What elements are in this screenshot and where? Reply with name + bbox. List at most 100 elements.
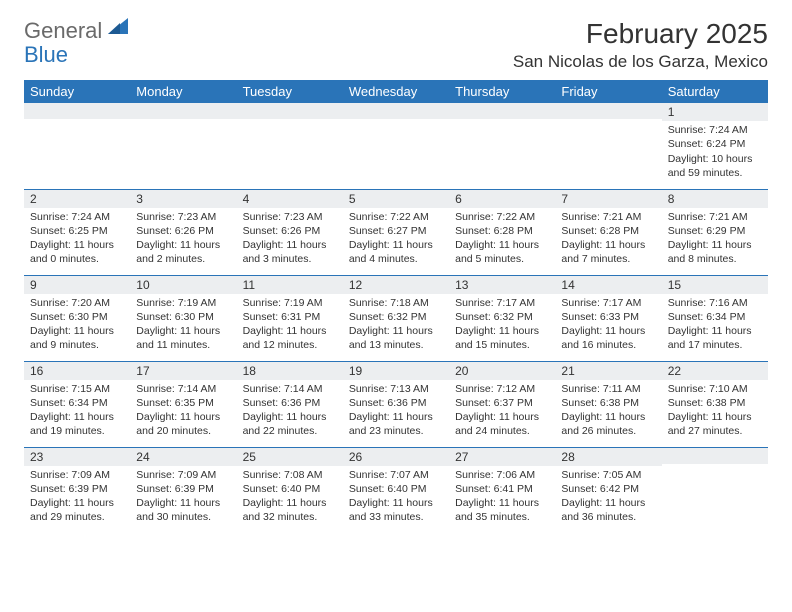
calendar-cell: 28Sunrise: 7:05 AMSunset: 6:42 PMDayligh… bbox=[555, 447, 661, 533]
sunrise-line: Sunrise: 7:23 AM bbox=[243, 210, 337, 224]
calendar-cell: 25 Sunrise: 7:08 AMSunset: 6:40 PMDayligh… bbox=[237, 447, 343, 533]
calendar-cell: 24Sunrise: 7:09 AMSunset: 6:39 PMDayligh… bbox=[130, 447, 236, 533]
daylight-line: Daylight: 11 hours and 27 minutes. bbox=[668, 410, 762, 438]
daylight-line: Daylight: 11 hours and 26 minutes. bbox=[561, 410, 655, 438]
day-number: 4 bbox=[237, 190, 343, 208]
sunrise-line: Sunrise: 7:21 AM bbox=[561, 210, 655, 224]
daylight-line: Daylight: 11 hours and 8 minutes. bbox=[668, 238, 762, 266]
day-number: 7 bbox=[555, 190, 661, 208]
sunrise-line: Sunrise: 7:17 AM bbox=[455, 296, 549, 310]
calendar-cell: 13Sunrise: 7:17 AMSunset: 6:32 PMDayligh… bbox=[449, 275, 555, 361]
calendar-table: SundayMondayTuesdayWednesdayThursdayFrid… bbox=[24, 80, 768, 533]
daylight-line: Daylight: 11 hours and 3 minutes. bbox=[243, 238, 337, 266]
sunrise-line: Sunrise: 7:10 AM bbox=[668, 382, 762, 396]
sunrise-line: Sunrise: 7:24 AM bbox=[668, 123, 762, 137]
calendar-cell: 2Sunrise: 7:24 AMSunset: 6:25 PMDaylight… bbox=[24, 189, 130, 275]
header: General February 2025 San Nicolas de los… bbox=[24, 18, 768, 72]
day-number bbox=[449, 103, 555, 119]
daylight-line: Daylight: 11 hours and 36 minutes. bbox=[561, 496, 655, 524]
sunrise-line: Sunrise: 7:19 AM bbox=[243, 296, 337, 310]
weekday-header: Monday bbox=[130, 80, 236, 103]
sunrise-line: Sunrise: 7:06 AM bbox=[455, 468, 549, 482]
sunset-line: Sunset: 6:32 PM bbox=[455, 310, 549, 324]
daylight-line: Daylight: 11 hours and 22 minutes. bbox=[243, 410, 337, 438]
sunrise-line: Sunrise: 7:09 AM bbox=[30, 468, 124, 482]
sunset-line: Sunset: 6:36 PM bbox=[349, 396, 443, 410]
sunrise-line: Sunrise: 7:08 AM bbox=[243, 468, 337, 482]
sunrise-line: Sunrise: 7:15 AM bbox=[30, 382, 124, 396]
calendar-cell bbox=[343, 103, 449, 189]
sunset-line: Sunset: 6:25 PM bbox=[30, 224, 124, 238]
day-number bbox=[237, 103, 343, 119]
day-number: 9 bbox=[24, 276, 130, 294]
daylight-line: Daylight: 11 hours and 33 minutes. bbox=[349, 496, 443, 524]
sunrise-line: Sunrise: 7:07 AM bbox=[349, 468, 443, 482]
daylight-line: Daylight: 11 hours and 16 minutes. bbox=[561, 324, 655, 352]
weekday-header: Tuesday bbox=[237, 80, 343, 103]
calendar-cell bbox=[130, 103, 236, 189]
sunrise-line: Sunrise: 7:22 AM bbox=[349, 210, 443, 224]
daylight-line: Daylight: 11 hours and 7 minutes. bbox=[561, 238, 655, 266]
sunrise-line: Sunrise: 7:12 AM bbox=[455, 382, 549, 396]
day-number: 28 bbox=[555, 448, 661, 466]
sunset-line: Sunset: 6:40 PM bbox=[349, 482, 443, 496]
sunset-line: Sunset: 6:38 PM bbox=[668, 396, 762, 410]
day-number: 22 bbox=[662, 362, 768, 380]
weekday-header: Saturday bbox=[662, 80, 768, 103]
daylight-line: Daylight: 11 hours and 23 minutes. bbox=[349, 410, 443, 438]
daylight-line: Daylight: 11 hours and 0 minutes. bbox=[30, 238, 124, 266]
sunset-line: Sunset: 6:35 PM bbox=[136, 396, 230, 410]
weekday-header: Thursday bbox=[449, 80, 555, 103]
daylight-line: Daylight: 11 hours and 4 minutes. bbox=[349, 238, 443, 266]
daylight-line: Daylight: 11 hours and 11 minutes. bbox=[136, 324, 230, 352]
day-number bbox=[24, 103, 130, 119]
sunrise-line: Sunrise: 7:22 AM bbox=[455, 210, 549, 224]
calendar-cell: 20Sunrise: 7:12 AMSunset: 6:37 PMDayligh… bbox=[449, 361, 555, 447]
daylight-line: Daylight: 11 hours and 9 minutes. bbox=[30, 324, 124, 352]
daylight-line: Daylight: 11 hours and 32 minutes. bbox=[243, 496, 337, 524]
daylight-line: Daylight: 11 hours and 2 minutes. bbox=[136, 238, 230, 266]
day-number: 16 bbox=[24, 362, 130, 380]
sunrise-line: Sunrise: 7:14 AM bbox=[136, 382, 230, 396]
sunset-line: Sunset: 6:31 PM bbox=[243, 310, 337, 324]
daylight-line: Daylight: 11 hours and 20 minutes. bbox=[136, 410, 230, 438]
sunset-line: Sunset: 6:33 PM bbox=[561, 310, 655, 324]
month-title: February 2025 bbox=[513, 18, 768, 50]
calendar-cell: 16Sunrise: 7:15 AMSunset: 6:34 PMDayligh… bbox=[24, 361, 130, 447]
sunset-line: Sunset: 6:34 PM bbox=[30, 396, 124, 410]
sunset-line: Sunset: 6:40 PM bbox=[243, 482, 337, 496]
daylight-line: Daylight: 11 hours and 30 minutes. bbox=[136, 496, 230, 524]
calendar-cell: 1Sunrise: 7:24 AMSunset: 6:24 PMDaylight… bbox=[662, 103, 768, 189]
calendar-cell: 26 Sunrise: 7:07 AMSunset: 6:40 PMDayligh… bbox=[343, 447, 449, 533]
weekday-header: Sunday bbox=[24, 80, 130, 103]
calendar-cell: 18Sunrise: 7:14 AMSunset: 6:36 PMDayligh… bbox=[237, 361, 343, 447]
sunset-line: Sunset: 6:29 PM bbox=[668, 224, 762, 238]
day-number bbox=[555, 103, 661, 119]
day-number: 25 bbox=[237, 448, 343, 466]
day-number bbox=[130, 103, 236, 119]
day-number: 12 bbox=[343, 276, 449, 294]
calendar-cell: 23Sunrise: 7:09 AMSunset: 6:39 PMDayligh… bbox=[24, 447, 130, 533]
sunset-line: Sunset: 6:39 PM bbox=[30, 482, 124, 496]
sunrise-line: Sunrise: 7:13 AM bbox=[349, 382, 443, 396]
calendar-cell: 27Sunrise: 7:06 AMSunset: 6:41 PMDayligh… bbox=[449, 447, 555, 533]
sunset-line: Sunset: 6:26 PM bbox=[136, 224, 230, 238]
day-number: 21 bbox=[555, 362, 661, 380]
weekday-header: Friday bbox=[555, 80, 661, 103]
daylight-line: Daylight: 11 hours and 29 minutes. bbox=[30, 496, 124, 524]
calendar-cell: 8Sunrise: 7:21 AMSunset: 6:29 PMDaylight… bbox=[662, 189, 768, 275]
logo-text-blue: Blue bbox=[24, 42, 68, 67]
day-number: 18 bbox=[237, 362, 343, 380]
sunset-line: Sunset: 6:27 PM bbox=[349, 224, 443, 238]
calendar-week-row: 2Sunrise: 7:24 AMSunset: 6:25 PMDaylight… bbox=[24, 189, 768, 275]
day-number: 11 bbox=[237, 276, 343, 294]
calendar-cell bbox=[24, 103, 130, 189]
daylight-line: Daylight: 11 hours and 15 minutes. bbox=[455, 324, 549, 352]
sunset-line: Sunset: 6:28 PM bbox=[561, 224, 655, 238]
calendar-cell: 17Sunrise: 7:14 AMSunset: 6:35 PMDayligh… bbox=[130, 361, 236, 447]
calendar-cell bbox=[449, 103, 555, 189]
day-number: 8 bbox=[662, 190, 768, 208]
calendar-cell: 10Sunrise: 7:19 AMSunset: 6:30 PMDayligh… bbox=[130, 275, 236, 361]
day-number: 26 bbox=[343, 448, 449, 466]
sunrise-line: Sunrise: 7:17 AM bbox=[561, 296, 655, 310]
